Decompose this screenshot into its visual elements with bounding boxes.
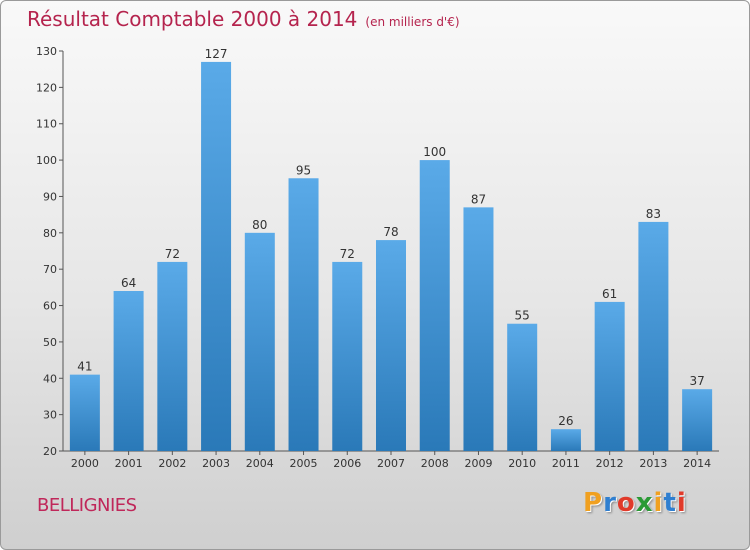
logo-letter: r xyxy=(603,488,617,518)
y-tick-label: 40 xyxy=(43,372,57,385)
x-tick-label-2014: 2014 xyxy=(683,457,711,470)
bar-2007 xyxy=(376,240,406,451)
bar-2010 xyxy=(507,323,538,451)
y-tick-label: 90 xyxy=(43,190,57,203)
logo-letter: x xyxy=(635,488,654,518)
data-label-2009: 87 xyxy=(471,192,486,206)
logo-letter: t xyxy=(663,488,677,518)
x-tick-label-2011: 2011 xyxy=(552,457,580,470)
bar-2009 xyxy=(463,207,494,451)
data-label-2004: 80 xyxy=(252,218,267,232)
y-tick-label: 110 xyxy=(36,118,57,131)
x-tick-label-2007: 2007 xyxy=(377,457,405,470)
bar-2004 xyxy=(244,232,275,451)
x-tick-label-2013: 2013 xyxy=(639,457,667,470)
data-label-2002: 72 xyxy=(165,247,180,261)
town-name: BELLIGNIES xyxy=(37,495,137,516)
bar-2003 xyxy=(201,61,232,452)
y-tick-label: 100 xyxy=(36,154,57,167)
x-tick-label-2010: 2010 xyxy=(508,457,536,470)
bar-2014 xyxy=(682,389,713,451)
bar-2006 xyxy=(332,261,363,451)
bar-2001 xyxy=(113,291,144,451)
data-label-2005: 95 xyxy=(296,163,311,177)
data-label-2014: 37 xyxy=(689,374,704,388)
bar-2005 xyxy=(288,178,319,452)
x-tick-label-2006: 2006 xyxy=(333,457,361,470)
proxiti-logo: Proxiti xyxy=(583,488,687,518)
y-tick-label: 30 xyxy=(43,409,57,422)
chart-title-text: Résultat Comptable 2000 à 2014 xyxy=(27,7,358,31)
x-tick-label-2003: 2003 xyxy=(202,457,230,470)
bar-2002 xyxy=(157,261,188,451)
bar-2013 xyxy=(638,221,669,451)
y-tick-label: 50 xyxy=(43,336,57,349)
bar-2008 xyxy=(419,160,450,451)
bar-2000 xyxy=(69,374,100,451)
data-label-2007: 78 xyxy=(383,225,398,239)
data-label-2010: 55 xyxy=(515,309,530,323)
y-tick-label: 60 xyxy=(43,300,57,313)
x-tick-label-2004: 2004 xyxy=(246,457,274,470)
y-tick-label: 70 xyxy=(43,263,57,276)
data-label-2003: 127 xyxy=(205,47,228,61)
bar-2011 xyxy=(550,429,581,451)
logo-letter: i xyxy=(676,488,687,518)
x-tick-label-2008: 2008 xyxy=(421,457,449,470)
x-tick-label-2009: 2009 xyxy=(464,457,492,470)
y-tick-label: 130 xyxy=(36,45,57,58)
x-tick-label-2001: 2001 xyxy=(115,457,143,470)
data-label-2006: 72 xyxy=(340,247,355,261)
logo-letter: i xyxy=(653,488,664,518)
logo-letter: o xyxy=(616,488,636,518)
y-tick-label: 80 xyxy=(43,227,57,240)
x-tick-label-2012: 2012 xyxy=(596,457,624,470)
logo-letter: P xyxy=(583,488,604,518)
x-tick-label-2002: 2002 xyxy=(158,457,186,470)
data-label-2013: 83 xyxy=(646,207,661,221)
bar-2012 xyxy=(594,301,625,451)
data-label-2000: 41 xyxy=(77,360,92,374)
y-tick-label: 20 xyxy=(43,445,57,458)
x-tick-label-2000: 2000 xyxy=(71,457,99,470)
data-label-2001: 64 xyxy=(121,276,136,290)
y-tick-label: 120 xyxy=(36,81,57,94)
chart-title: Résultat Comptable 2000 à 2014 (en millie… xyxy=(27,7,460,31)
chart-subtitle: (en milliers d'€) xyxy=(365,15,460,29)
data-label-2012: 61 xyxy=(602,287,617,301)
data-label-2011: 26 xyxy=(558,414,573,428)
data-label-2008: 100 xyxy=(423,145,446,159)
x-tick-label-2005: 2005 xyxy=(290,457,318,470)
